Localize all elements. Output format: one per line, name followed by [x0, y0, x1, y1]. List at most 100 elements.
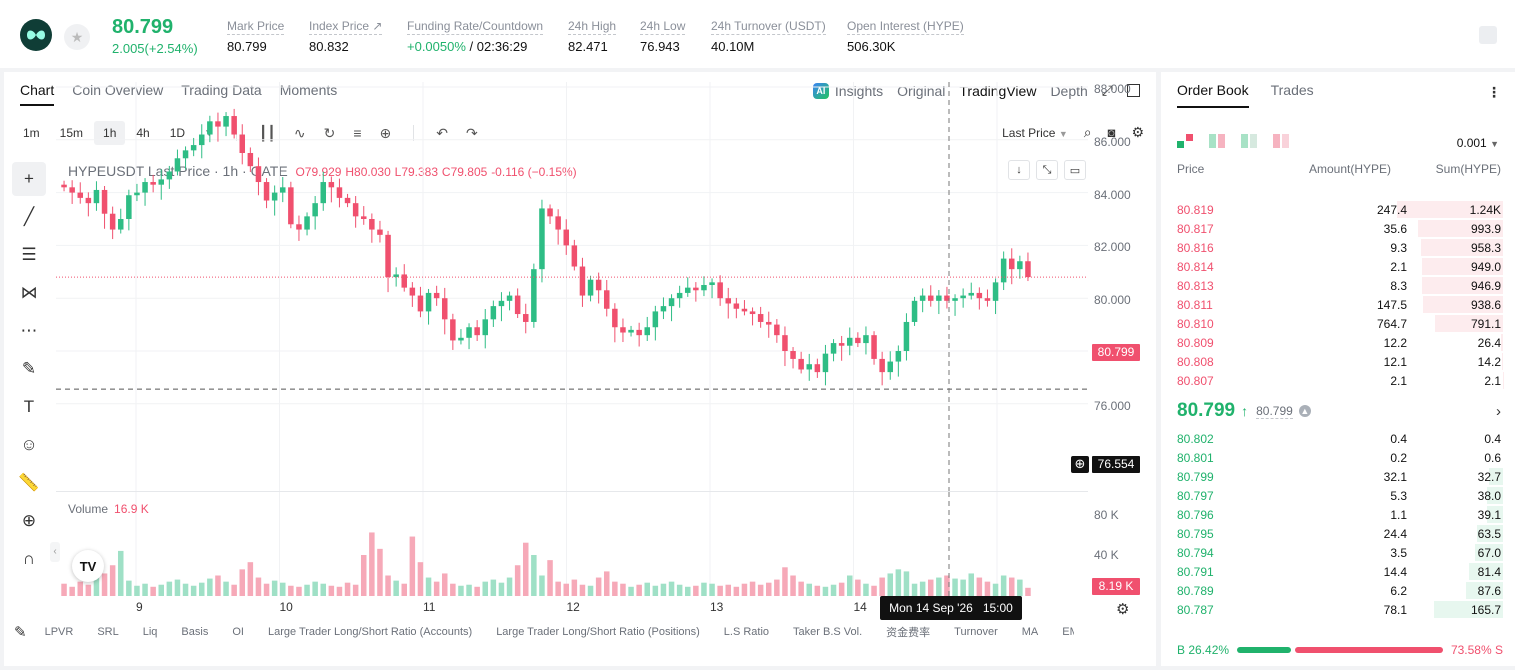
indicator-item[interactable]: Taker B.S Vol.: [793, 626, 863, 638]
stat-label[interactable]: 24h Turnover (USDT): [711, 19, 826, 35]
add-indicator-icon[interactable]: ⊕: [379, 124, 392, 141]
tab-trades[interactable]: Trades: [1270, 82, 1314, 98]
price-axis[interactable]: 88.00086.00084.00082.00080.00078.00076.0…: [1088, 82, 1152, 596]
precision-select[interactable]: 0.001 ▼: [1456, 136, 1499, 150]
ask-row[interactable]: 80.807 2.1 2.1: [1161, 371, 1515, 390]
pattern-tool-icon[interactable]: ⋈: [20, 283, 38, 302]
stat-label: 24h High: [568, 19, 617, 35]
ask-row[interactable]: 80.814 2.1 949.0: [1161, 257, 1515, 276]
volume-chart[interactable]: [56, 492, 1088, 596]
indicator-item[interactable]: L.S Ratio: [723, 626, 770, 638]
axis-settings-icon[interactable]: ⚙: [1116, 601, 1130, 618]
stat-label[interactable]: Open Interest (HYPE): [847, 19, 964, 35]
favorite-star-icon[interactable]: ★: [64, 24, 90, 50]
tab-chart[interactable]: Chart: [20, 82, 55, 106]
ask-row[interactable]: 80.811 147.5 938.6: [1161, 295, 1515, 314]
bid-row[interactable]: 80.791 14.4 81.4: [1161, 562, 1515, 581]
indicator-item[interactable]: Basis: [181, 626, 209, 638]
ask-row[interactable]: 80.813 8.3 946.9: [1161, 276, 1515, 295]
zoom-in-icon[interactable]: ⊕: [21, 511, 37, 530]
bid-row[interactable]: 80.802 0.4 0.4: [1161, 429, 1515, 448]
ask-row[interactable]: 80.809 12.2 26.4: [1161, 333, 1515, 352]
candle-type-icon[interactable]: ┃┃: [258, 124, 276, 141]
gear-icon[interactable]: ⚙: [1131, 124, 1144, 140]
tab-moments[interactable]: Moments: [279, 82, 338, 98]
candle-body: [822, 353, 829, 373]
expand-icon[interactable]: ⤢: [1101, 82, 1113, 98]
scale-icon[interactable]: ▭: [1064, 160, 1086, 180]
depth-bar: [1422, 277, 1503, 294]
indicator-item[interactable]: 资金费率: [886, 627, 931, 639]
window-icon[interactable]: [1127, 84, 1140, 97]
bid-row[interactable]: 80.801 0.2 0.6: [1161, 448, 1515, 467]
indicator-item[interactable]: EMA: [1062, 626, 1074, 638]
collapse-drawbar-icon[interactable]: ‹: [50, 542, 60, 562]
edit-indicators-icon[interactable]: ✎: [14, 624, 27, 641]
indicator-item[interactable]: Large Trader Long/Short Ratio (Accounts): [267, 626, 473, 638]
compare-icon[interactable]: ↻: [323, 124, 336, 141]
camera-icon[interactable]: ◙: [1107, 125, 1116, 140]
bid-row[interactable]: 80.789 6.2 87.6: [1161, 581, 1515, 600]
crosshair-tool-icon[interactable]: +: [12, 162, 46, 196]
indicator-item[interactable]: MA: [1021, 626, 1039, 638]
horizontal-lines-tool-icon[interactable]: ☰: [21, 245, 37, 264]
indicator-item[interactable]: OI: [232, 626, 244, 638]
price-chart[interactable]: [56, 82, 1088, 492]
bid-row[interactable]: 80.797 5.3 38.0: [1161, 486, 1515, 505]
stat-label[interactable]: Mark Price: [227, 19, 285, 35]
tab-coin-overview[interactable]: Coin Overview: [72, 82, 164, 98]
undo-icon[interactable]: ↶: [436, 124, 448, 141]
tab-order-book[interactable]: Order Book: [1177, 82, 1249, 108]
tradingview-logo[interactable]: TV: [72, 550, 104, 582]
bid-row[interactable]: 80.795 24.4 63.5: [1161, 524, 1515, 543]
emoji-tool-icon[interactable]: ☺: [20, 435, 38, 454]
volume-bar: [612, 581, 618, 596]
stat-label[interactable]: Funding Rate/Countdown: [407, 19, 544, 35]
ask-row[interactable]: 80.817 35.6 993.9: [1161, 219, 1515, 238]
arrow-down-icon[interactable]: ↓: [1008, 160, 1030, 180]
bid-row[interactable]: 80.787 78.1 165.7: [1161, 600, 1515, 619]
interval-4h[interactable]: 4h: [136, 126, 150, 140]
more-icon[interactable]: ⋮: [1487, 84, 1501, 100]
view-asks-icon[interactable]: [1273, 134, 1289, 148]
trendline-tool-icon[interactable]: ╱: [23, 207, 35, 226]
view-bids-icon[interactable]: [1209, 134, 1225, 148]
indicator-item[interactable]: SRL: [97, 626, 119, 638]
view-both-icon[interactable]: [1177, 134, 1193, 148]
bid-row[interactable]: 80.794 3.5 67.0: [1161, 543, 1515, 562]
info-icon[interactable]: ▲: [1298, 405, 1311, 417]
indicators-icon[interactable]: ∿: [293, 124, 306, 141]
bid-row[interactable]: 80.796 1.1 39.1: [1161, 505, 1515, 524]
book-icon[interactable]: [1479, 26, 1497, 44]
indicator-item[interactable]: LPVR: [44, 626, 74, 638]
ask-row[interactable]: 80.808 12.1 14.2: [1161, 352, 1515, 371]
price-type-select[interactable]: Last Price ▼: [1002, 125, 1068, 140]
interval-1h[interactable]: 1h: [94, 121, 126, 145]
add-alert-icon[interactable]: ⊕: [1071, 456, 1089, 473]
brush-tool-icon[interactable]: ✎: [21, 359, 37, 378]
indicator-item[interactable]: Liq: [142, 626, 158, 638]
tab-trading-data[interactable]: Trading Data: [181, 82, 262, 98]
redo-icon[interactable]: ↷: [465, 124, 478, 141]
time-axis[interactable]: 9 10 11 12 13 14: [56, 596, 1088, 620]
indicator-item[interactable]: Large Trader Long/Short Ratio (Positions…: [496, 626, 700, 638]
bid-row[interactable]: 80.799 32.1 32.7: [1161, 467, 1515, 486]
interval-1m[interactable]: 1m: [23, 126, 40, 140]
search-icon[interactable]: ⌕: [1083, 124, 1092, 140]
view-split-icon[interactable]: [1241, 134, 1257, 148]
interval-1d[interactable]: 1D: [169, 126, 186, 140]
indicator-item[interactable]: Turnover: [954, 626, 998, 638]
layout-icon[interactable]: ≡: [353, 125, 362, 141]
collapse-icon[interactable]: ⤡: [1036, 160, 1058, 180]
magnet-icon[interactable]: ∩: [22, 549, 36, 568]
text-tool-icon[interactable]: T: [23, 397, 35, 416]
stat-label[interactable]: Index Price ↗: [309, 19, 383, 35]
fib-tool-icon[interactable]: ⋯: [20, 321, 38, 340]
chevron-right-icon[interactable]: ›: [1496, 402, 1501, 420]
candle-body: [93, 189, 100, 204]
ruler-tool-icon[interactable]: 📏: [18, 473, 40, 492]
interval-15m[interactable]: 15m: [59, 126, 84, 140]
ask-row[interactable]: 80.816 9.3 958.3: [1161, 238, 1515, 257]
ask-row[interactable]: 80.819 247.4 1.24K: [1161, 200, 1515, 219]
ask-row[interactable]: 80.810 764.7 791.1: [1161, 314, 1515, 333]
